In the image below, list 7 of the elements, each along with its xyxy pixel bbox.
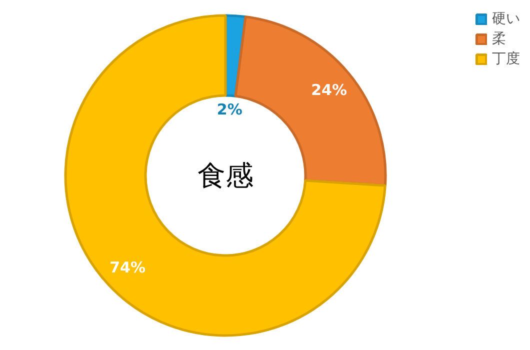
text: 食感 (198, 159, 254, 192)
data-label: 74% (110, 258, 146, 277)
data-label: 2% (216, 100, 242, 119)
data-label: 24% (311, 80, 348, 99)
legend-label: 丁度 (492, 50, 520, 68)
legend-label: 柔 (492, 30, 507, 48)
legend-label: 硬い (492, 10, 520, 28)
